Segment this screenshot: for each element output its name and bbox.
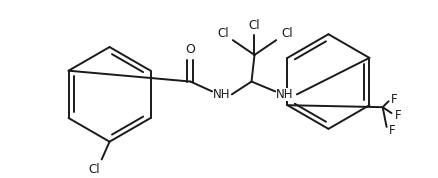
Text: Cl: Cl [217, 27, 229, 40]
Text: Cl: Cl [88, 163, 99, 176]
Text: F: F [389, 124, 396, 137]
Text: Cl: Cl [249, 19, 260, 32]
Text: F: F [391, 93, 398, 106]
Text: NH: NH [213, 88, 231, 101]
Text: O: O [185, 43, 195, 56]
Text: Cl: Cl [281, 27, 293, 40]
Text: NH: NH [276, 88, 294, 101]
Text: F: F [395, 109, 402, 122]
